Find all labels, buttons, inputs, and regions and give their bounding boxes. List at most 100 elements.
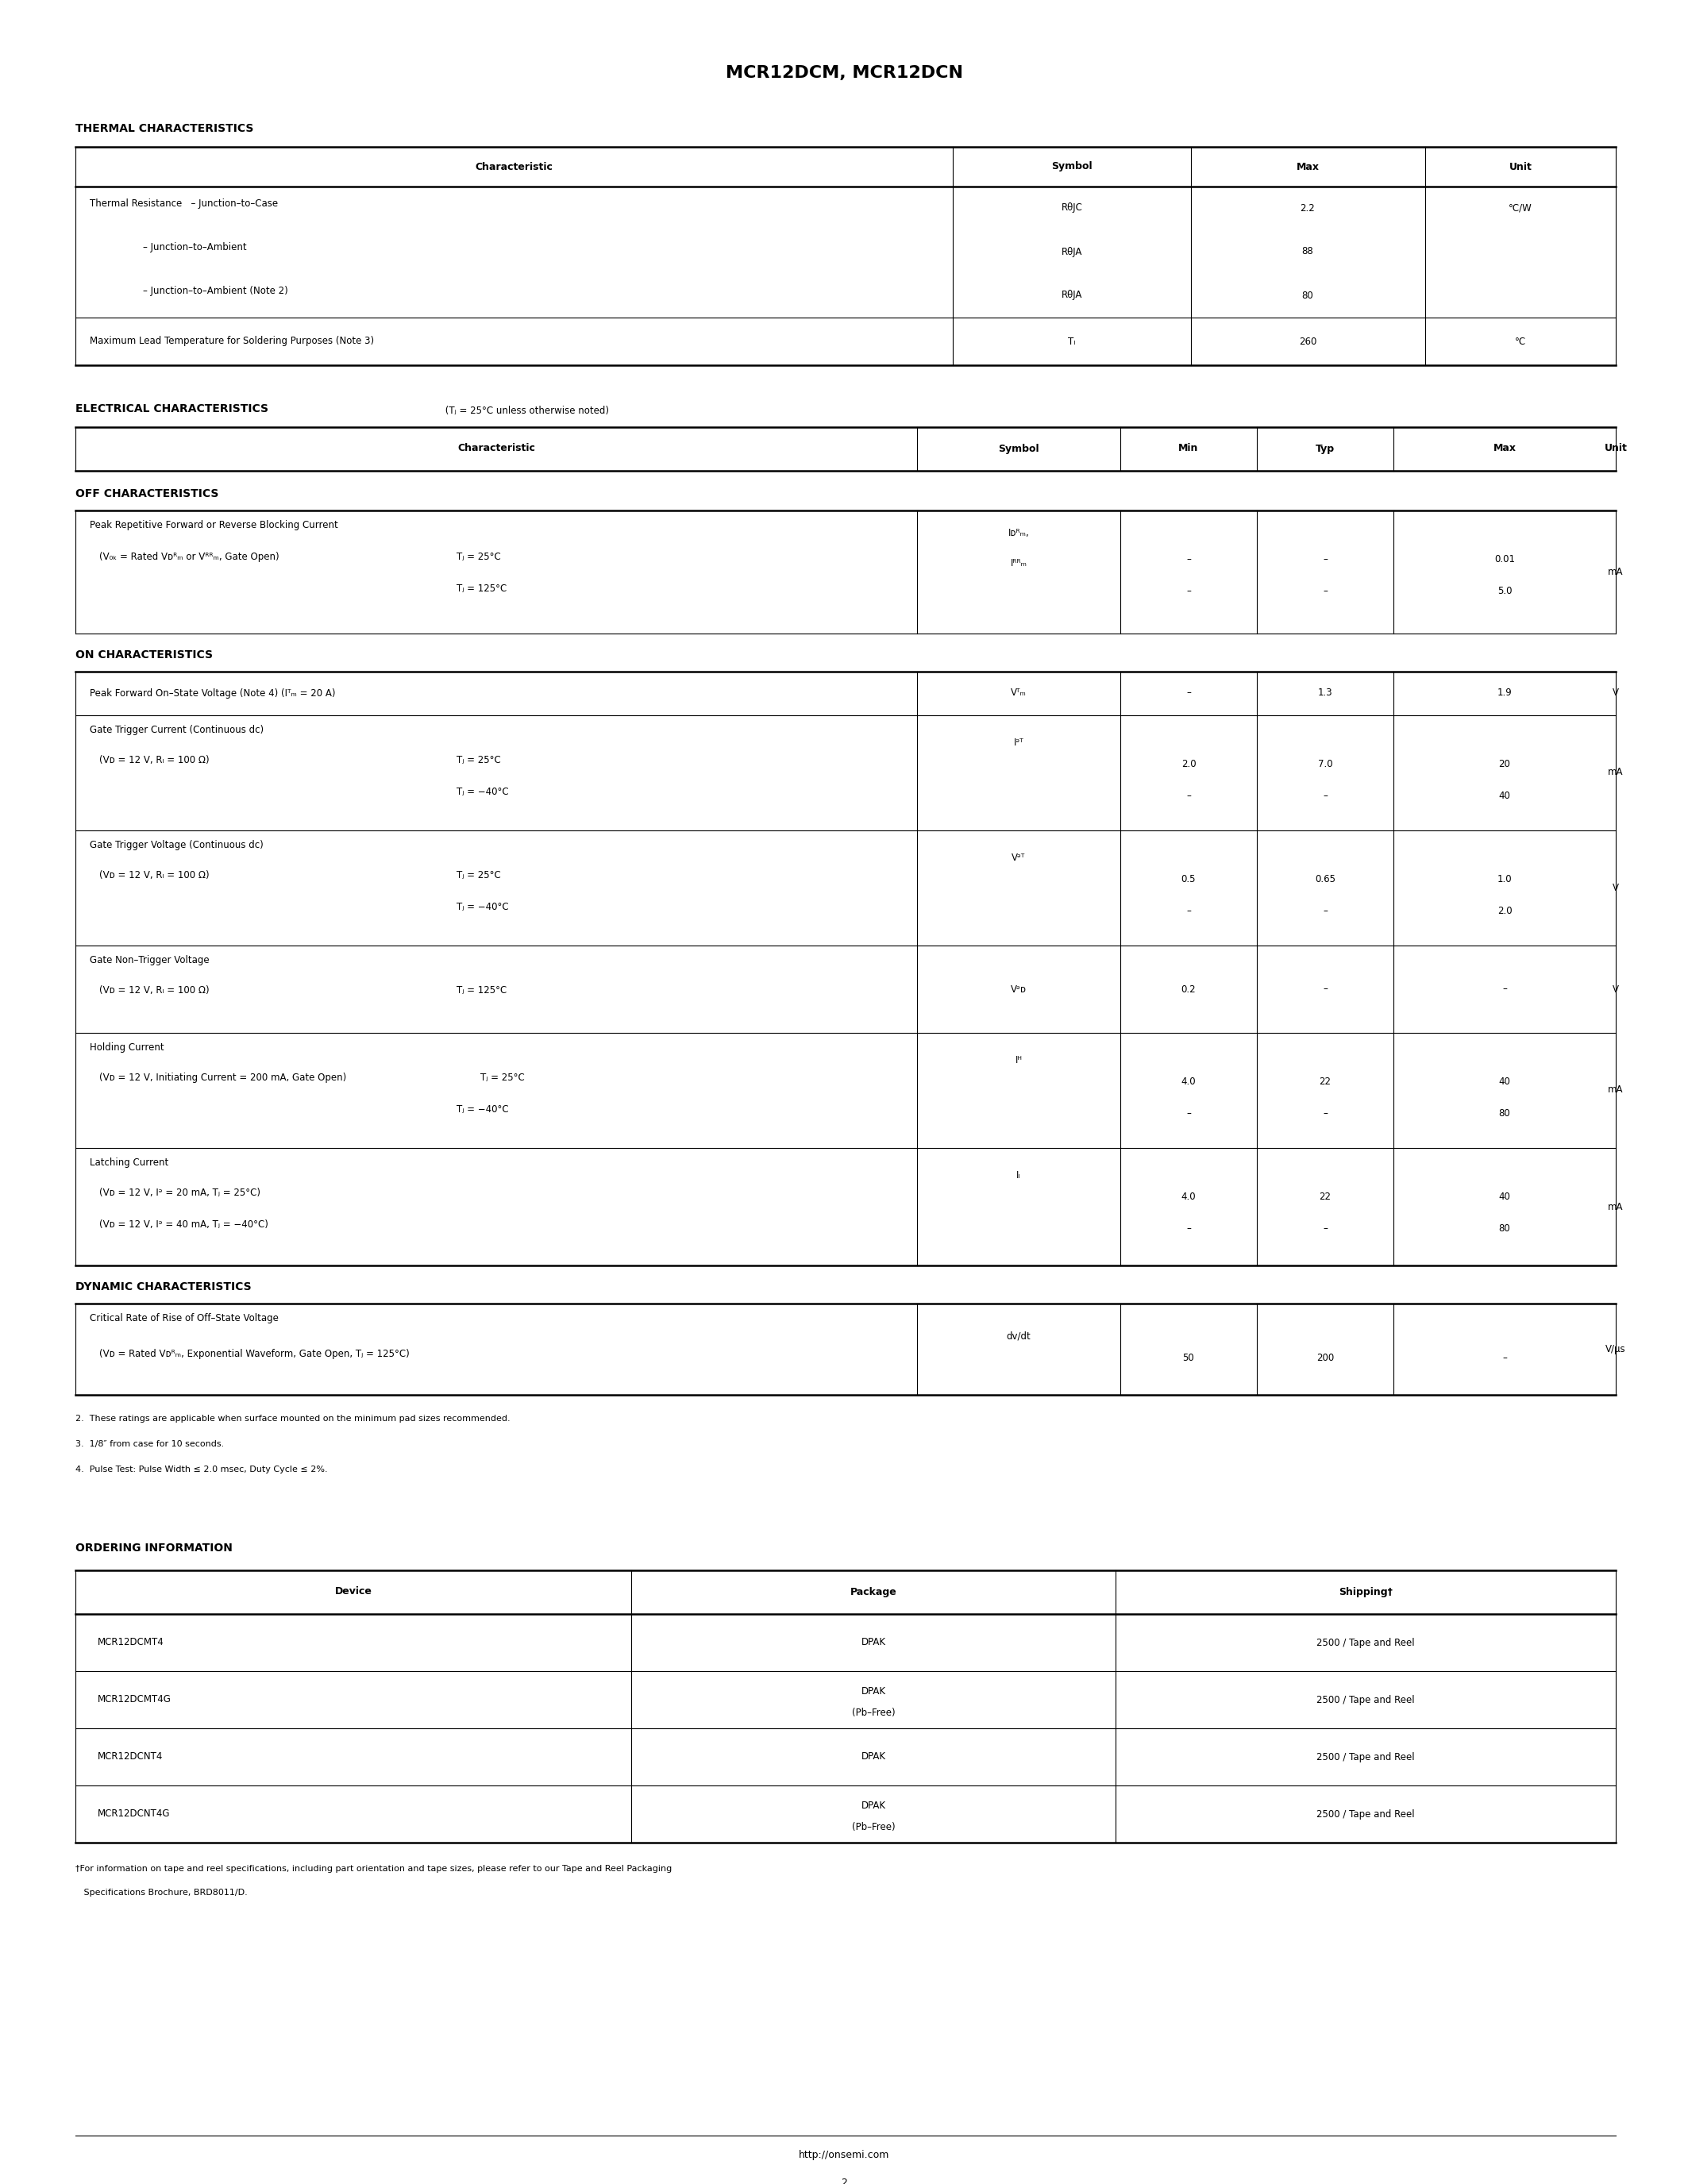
Text: (Vᴅ = 12 V, Rₗ = 100 Ω): (Vᴅ = 12 V, Rₗ = 100 Ω) — [100, 985, 209, 996]
Text: V: V — [1612, 688, 1619, 699]
Text: 0.65: 0.65 — [1315, 874, 1335, 885]
Text: mA: mA — [1609, 1085, 1624, 1094]
Text: 3.  1/8″ from case for 10 seconds.: 3. 1/8″ from case for 10 seconds. — [76, 1439, 225, 1448]
Text: Tⱼ = 25°C: Tⱼ = 25°C — [456, 553, 501, 561]
Text: 4.  Pulse Test: Pulse Width ≤ 2.0 msec, Duty Cycle ≤ 2%.: 4. Pulse Test: Pulse Width ≤ 2.0 msec, D… — [76, 1465, 327, 1474]
Text: Characteristic: Characteristic — [474, 162, 552, 173]
Text: Device: Device — [334, 1586, 371, 1597]
Text: 260: 260 — [1298, 336, 1317, 347]
Text: Tⱼ = 25°C: Tⱼ = 25°C — [456, 756, 501, 764]
Text: DPAK: DPAK — [861, 1802, 886, 1811]
Text: ORDERING INFORMATION: ORDERING INFORMATION — [76, 1542, 233, 1553]
Text: 0.5: 0.5 — [1182, 874, 1195, 885]
Text: –: – — [1187, 555, 1192, 563]
Text: 1.3: 1.3 — [1318, 688, 1332, 699]
Text: Peak Repetitive Forward or Reverse Blocking Current: Peak Repetitive Forward or Reverse Block… — [89, 520, 338, 531]
Text: Iₗ: Iₗ — [1016, 1171, 1021, 1182]
Text: Iᴿᴿₘ: Iᴿᴿₘ — [1011, 559, 1026, 568]
Text: http://onsemi.com: http://onsemi.com — [798, 2149, 890, 2160]
Text: DPAK: DPAK — [861, 1686, 886, 1697]
Text: Max: Max — [1296, 162, 1320, 173]
Text: 7.0: 7.0 — [1318, 760, 1332, 769]
Text: Min: Min — [1178, 443, 1198, 454]
Text: Tⱼ = 125°C: Tⱼ = 125°C — [456, 583, 506, 594]
Text: –: – — [1187, 906, 1192, 915]
Text: 80: 80 — [1499, 1107, 1511, 1118]
Text: (Vᴅ = Rated Vᴅᴿₘ, Exponential Waveform, Gate Open, Tⱼ = 125°C): (Vᴅ = Rated Vᴅᴿₘ, Exponential Waveform, … — [100, 1350, 410, 1358]
Text: 4.0: 4.0 — [1182, 1192, 1197, 1201]
Text: (Tⱼ = 25°C unless otherwise noted): (Tⱼ = 25°C unless otherwise noted) — [442, 406, 609, 415]
Text: –: – — [1323, 985, 1327, 994]
Text: °C: °C — [1514, 336, 1526, 347]
Text: OFF CHARACTERISTICS: OFF CHARACTERISTICS — [76, 489, 219, 500]
Text: (Vᴅ = 12 V, Rₗ = 100 Ω): (Vᴅ = 12 V, Rₗ = 100 Ω) — [100, 869, 209, 880]
Text: 2500 / Tape and Reel: 2500 / Tape and Reel — [1317, 1808, 1415, 1819]
Text: Holding Current: Holding Current — [89, 1042, 164, 1053]
Text: Critical Rate of Rise of Off–State Voltage: Critical Rate of Rise of Off–State Volta… — [89, 1313, 279, 1324]
Text: Peak Forward On–State Voltage (Note 4) (Iᵀₘ = 20 A): Peak Forward On–State Voltage (Note 4) (… — [89, 688, 336, 699]
Text: 2500 / Tape and Reel: 2500 / Tape and Reel — [1317, 1752, 1415, 1762]
Text: – Junction–to–Ambient: – Junction–to–Ambient — [143, 242, 246, 253]
Text: 22: 22 — [1320, 1192, 1332, 1201]
Text: –: – — [1187, 791, 1192, 802]
Text: 1.0: 1.0 — [1497, 874, 1512, 885]
Text: MCR12DCMT4: MCR12DCMT4 — [98, 1638, 164, 1647]
Text: 88: 88 — [1301, 247, 1313, 258]
Text: 2.  These ratings are applicable when surface mounted on the minimum pad sizes r: 2. These ratings are applicable when sur… — [76, 1415, 510, 1422]
Text: Symbol: Symbol — [1052, 162, 1092, 173]
Text: ELECTRICAL CHARACTERISTICS: ELECTRICAL CHARACTERISTICS — [76, 404, 268, 415]
Text: (Vᴅ = 12 V, Iᵊ = 40 mA, Tⱼ = −40°C): (Vᴅ = 12 V, Iᵊ = 40 mA, Tⱼ = −40°C) — [100, 1219, 268, 1230]
Text: 1.9: 1.9 — [1497, 688, 1512, 699]
Text: –: – — [1323, 1223, 1327, 1234]
Text: –: – — [1187, 585, 1192, 596]
Text: (Vᴅ = 12 V, Iᵊ = 20 mA, Tⱼ = 25°C): (Vᴅ = 12 V, Iᵊ = 20 mA, Tⱼ = 25°C) — [100, 1188, 260, 1199]
Text: Vᵊᵀ: Vᵊᵀ — [1011, 852, 1026, 863]
Text: mA: mA — [1609, 1201, 1624, 1212]
Text: †For information on tape and reel specifications, including part orientation and: †For information on tape and reel specif… — [76, 1865, 672, 1874]
Text: 2.0: 2.0 — [1182, 760, 1197, 769]
Text: mA: mA — [1609, 767, 1624, 778]
Text: RθJC: RθJC — [1062, 203, 1082, 214]
Text: Specifications Brochure, BRD8011/D.: Specifications Brochure, BRD8011/D. — [76, 1889, 248, 1896]
Text: THERMAL CHARACTERISTICS: THERMAL CHARACTERISTICS — [76, 122, 253, 133]
Text: –: – — [1323, 555, 1327, 563]
Text: 80: 80 — [1499, 1223, 1511, 1234]
Text: RθJA: RθJA — [1062, 290, 1082, 301]
Text: Vᵀₘ: Vᵀₘ — [1011, 688, 1026, 699]
Text: 2.0: 2.0 — [1497, 906, 1512, 915]
Text: –: – — [1187, 688, 1192, 699]
Text: Characteristic: Characteristic — [457, 443, 535, 454]
Text: 22: 22 — [1320, 1077, 1332, 1088]
Text: mA: mA — [1609, 566, 1624, 577]
Text: –: – — [1187, 1223, 1192, 1234]
Text: (Vᴅ = 12 V, Rₗ = 100 Ω): (Vᴅ = 12 V, Rₗ = 100 Ω) — [100, 756, 209, 764]
Text: Tⱼ = 25°C: Tⱼ = 25°C — [456, 869, 501, 880]
Text: Symbol: Symbol — [998, 443, 1040, 454]
Text: 80: 80 — [1301, 290, 1313, 301]
Text: 20: 20 — [1499, 760, 1511, 769]
Text: DYNAMIC CHARACTERISTICS: DYNAMIC CHARACTERISTICS — [76, 1282, 252, 1293]
Text: Iᵊᵀ: Iᵊᵀ — [1013, 738, 1023, 747]
Text: Shipping†: Shipping† — [1339, 1586, 1393, 1597]
Text: 5.0: 5.0 — [1497, 585, 1512, 596]
Text: –: – — [1323, 1107, 1327, 1118]
Text: –: – — [1323, 585, 1327, 596]
Text: Typ: Typ — [1315, 443, 1335, 454]
Text: Tⱼ = 125°C: Tⱼ = 125°C — [456, 985, 506, 996]
Text: ON CHARACTERISTICS: ON CHARACTERISTICS — [76, 649, 213, 660]
Text: 0.2: 0.2 — [1182, 985, 1197, 994]
Text: Iᴴ: Iᴴ — [1014, 1055, 1023, 1066]
Text: 40: 40 — [1499, 1077, 1511, 1088]
Text: DPAK: DPAK — [861, 1638, 886, 1647]
Text: (Vᴅ = 12 V, Initiating Current = 200 mA, Gate Open): (Vᴅ = 12 V, Initiating Current = 200 mA,… — [100, 1072, 346, 1083]
Text: 2500 / Tape and Reel: 2500 / Tape and Reel — [1317, 1695, 1415, 1706]
Text: MCR12DCM, MCR12DCN: MCR12DCM, MCR12DCN — [726, 66, 962, 81]
Text: –: – — [1323, 906, 1327, 915]
Text: Tⱼ = −40°C: Tⱼ = −40°C — [456, 1105, 508, 1114]
Text: – Junction–to–Ambient (Note 2): – Junction–to–Ambient (Note 2) — [143, 286, 289, 297]
Text: Vᵊᴅ: Vᵊᴅ — [1011, 985, 1026, 994]
Text: (Pb–Free): (Pb–Free) — [852, 1821, 895, 1832]
Text: RθJA: RθJA — [1062, 247, 1082, 258]
Text: Package: Package — [851, 1586, 896, 1597]
Text: Unit: Unit — [1509, 162, 1533, 173]
